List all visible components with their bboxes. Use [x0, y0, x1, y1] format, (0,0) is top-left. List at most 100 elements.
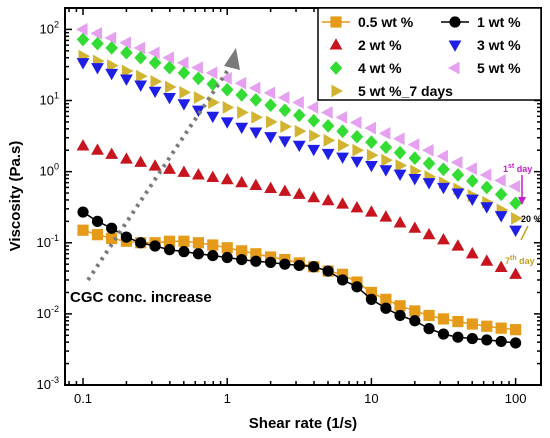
data-point — [408, 173, 422, 186]
data-point — [134, 50, 147, 65]
legend-marker — [331, 84, 344, 98]
plot-frame — [64, 7, 542, 386]
concentration-arrow-head — [224, 48, 240, 70]
data-point — [263, 86, 276, 100]
data-point — [352, 143, 365, 157]
data-point — [292, 96, 304, 109]
x-tick-label: 100 — [505, 391, 527, 406]
data-point — [91, 143, 104, 155]
legend-marker — [329, 38, 343, 50]
legend-marker — [448, 40, 462, 52]
data-point — [381, 153, 393, 167]
data-point — [163, 244, 176, 256]
data-point — [134, 80, 148, 92]
data-point — [120, 45, 133, 60]
x-tick-label: 0.1 — [74, 391, 92, 406]
data-point — [220, 82, 234, 97]
data-point — [509, 196, 522, 211]
data-point — [220, 117, 234, 129]
data-point — [437, 328, 450, 340]
x-axis-label: Shear rate (1/s) — [249, 415, 357, 432]
series-3-wt- — [76, 58, 523, 238]
data-point — [90, 26, 103, 40]
data-point — [148, 159, 162, 171]
legend: 0.5 wt % 1 wt % 2 wt % 3 wt % 4 wt % 5 wt % 5 … — [317, 7, 542, 101]
data-point — [494, 260, 508, 272]
data-point — [436, 149, 449, 163]
data-point — [248, 81, 261, 95]
data-point — [148, 86, 162, 99]
legend-marker — [329, 61, 343, 75]
series-1-wt- — [77, 206, 522, 349]
data-point — [249, 178, 263, 190]
data-point — [91, 229, 104, 241]
data-point — [105, 68, 119, 81]
day7-arrow — [520, 225, 529, 241]
data-point — [249, 93, 263, 107]
data-point — [235, 175, 249, 188]
data-point — [335, 110, 348, 124]
series-4-wt- — [76, 32, 522, 211]
legend-entry: 4 wt % — [329, 60, 402, 76]
data-point — [479, 168, 492, 182]
data-point — [107, 59, 119, 72]
data-point — [251, 110, 263, 124]
data-point — [494, 211, 508, 223]
data-point — [378, 126, 391, 140]
data-point — [321, 106, 333, 119]
data-point — [147, 46, 160, 60]
day-arrow-head — [518, 197, 526, 205]
legend-label: 0.5 wt % — [358, 14, 414, 30]
data-point — [222, 101, 235, 114]
data-point — [336, 124, 349, 139]
data-point — [481, 334, 493, 346]
data-point — [208, 96, 220, 109]
data-point — [350, 156, 364, 169]
data-point — [91, 63, 104, 75]
data-point — [509, 267, 523, 279]
data-point — [150, 75, 163, 88]
data-point — [465, 194, 479, 206]
data-point — [365, 160, 378, 173]
legend-label: 4 wt % — [358, 60, 402, 76]
x-tick-label: 1 — [224, 391, 231, 406]
data-point — [221, 251, 233, 264]
data-point — [351, 281, 363, 293]
annotations: CGC conc. increase 1st day 20 % 7th day — [70, 48, 542, 306]
legend-entry: 5 wt %_7 days — [331, 83, 453, 99]
data-point — [481, 320, 493, 332]
data-point — [163, 93, 176, 105]
data-point — [206, 170, 220, 182]
y-tick-label: 10-2 — [37, 304, 59, 321]
legend-label: 2 wt % — [358, 37, 402, 53]
data-point — [394, 300, 406, 312]
data-point — [148, 55, 162, 70]
data-point — [510, 324, 522, 336]
data-point — [77, 224, 89, 236]
data-point — [91, 215, 104, 227]
data-point — [308, 261, 320, 273]
y-tick-label: 101 — [40, 91, 59, 108]
data-point — [350, 129, 364, 144]
data-point — [394, 309, 406, 322]
data-point — [234, 76, 247, 90]
y-tick-label: 10-1 — [37, 233, 59, 250]
data-point — [336, 274, 349, 286]
legend-entry: 0.5 wt % — [322, 14, 414, 30]
series-line — [82, 211, 516, 344]
data-point — [510, 337, 522, 349]
data-point — [423, 309, 435, 322]
data-point — [135, 237, 147, 249]
data-point — [336, 197, 349, 209]
data-point — [105, 147, 119, 159]
data-point — [163, 60, 176, 75]
data-point — [205, 66, 218, 80]
data-point — [278, 136, 292, 148]
data-point — [480, 180, 494, 195]
data-point — [393, 169, 407, 182]
data-point — [279, 258, 291, 270]
legend-box — [317, 7, 542, 101]
data-point — [307, 144, 321, 157]
data-point — [249, 127, 263, 139]
